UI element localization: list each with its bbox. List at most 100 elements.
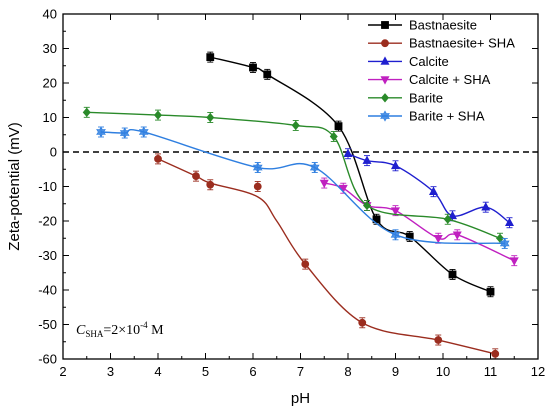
series-line — [100, 129, 505, 245]
y-tick-label: -50 — [38, 317, 57, 332]
legend-item: Calcite + SHA — [368, 72, 491, 87]
series-line — [324, 182, 515, 262]
data-point — [496, 233, 504, 243]
data-point — [319, 179, 329, 189]
x-tick-label: 11 — [484, 364, 498, 379]
legend-label: Bastnaesite+ SHA — [409, 36, 515, 51]
plot-frame — [62, 13, 539, 360]
y-tick-label: -30 — [38, 248, 57, 263]
x-tick-label: 8 — [344, 364, 351, 379]
data-point — [405, 232, 414, 241]
data-point — [363, 200, 371, 211]
series-1 — [154, 153, 500, 360]
series-2 — [343, 148, 515, 229]
data-point — [329, 131, 338, 142]
data-point — [499, 237, 510, 250]
y-tick-label: 30 — [43, 41, 57, 56]
x-tick-label: 5 — [202, 364, 209, 379]
y-tick-label: 40 — [43, 7, 57, 22]
data-point — [334, 122, 343, 131]
legend-label: Calcite — [409, 54, 449, 69]
y-tick-label: -20 — [38, 214, 57, 229]
data-point — [253, 182, 262, 191]
x-tick-label: 7 — [297, 364, 304, 379]
series-3 — [319, 177, 519, 267]
data-point — [291, 120, 300, 131]
x-tick-label: 9 — [392, 364, 399, 379]
y-tick-label: 0 — [50, 145, 57, 160]
annotation-unit: M — [148, 323, 165, 338]
legend-label: Barite — [409, 90, 443, 105]
x-tick-label: 6 — [249, 364, 256, 379]
legend-marker — [381, 39, 389, 48]
data-point — [390, 207, 401, 216]
data-point — [309, 161, 320, 174]
data-point — [206, 53, 215, 62]
series-line — [86, 111, 501, 239]
axes: 2 3 4 5 6 7 8 9 10 11 12 -60 -50 -40 -30 -20 -10 0 10 20 30 4… — [38, 7, 545, 380]
data-point — [252, 161, 263, 174]
data-point — [96, 126, 106, 138]
legend-item: Barite + SHA — [368, 109, 485, 124]
x-tick-label: 4 — [154, 364, 161, 379]
x-tick-label: 10 — [436, 364, 450, 379]
x-tick-label: 2 — [59, 364, 66, 379]
y-tick-label: 10 — [43, 110, 57, 125]
legend-item: Bastnaesite — [368, 18, 477, 33]
series-0 — [206, 51, 495, 298]
data-point — [119, 127, 130, 139]
data-point — [504, 217, 515, 227]
legend: Bastnaesite Bastnaesite+ SHA Calcite Calcit… — [368, 18, 515, 124]
data-point — [343, 148, 353, 158]
data-point — [491, 349, 500, 358]
data-point — [428, 186, 439, 195]
series-line — [210, 56, 491, 293]
data-point — [509, 257, 519, 266]
series-line — [157, 158, 496, 355]
y-axis-title: Zeta-potential (mV) — [6, 122, 23, 250]
data-point — [154, 154, 162, 163]
data-point — [452, 231, 462, 240]
data-point — [154, 110, 162, 120]
concentration-annotation: CSHA=2×10-4 M — [76, 320, 164, 339]
x-tick-label: 12 — [531, 364, 545, 379]
legend-marker — [380, 110, 390, 122]
data-point — [206, 180, 215, 189]
legend-marker — [381, 93, 389, 103]
legend-item: Bastnaesite+ SHA — [368, 36, 515, 51]
data-point — [481, 202, 491, 211]
data-point — [443, 214, 452, 224]
data-point — [249, 63, 257, 72]
series-4 — [82, 106, 504, 244]
x-axis-title: pH — [291, 390, 310, 407]
data-point — [362, 155, 372, 164]
data-point — [448, 270, 457, 279]
annotation-subscript: SHA — [85, 329, 104, 339]
data-point — [206, 112, 215, 123]
legend-item: Calcite — [368, 54, 449, 69]
legend-label: Calcite + SHA — [409, 72, 491, 87]
y-tick-label: 20 — [43, 76, 57, 91]
legend-marker — [380, 56, 390, 65]
data-point — [358, 318, 367, 327]
plot-area — [63, 51, 538, 360]
series-5 — [96, 126, 510, 250]
data-point — [301, 260, 310, 269]
data-point — [486, 287, 495, 296]
legend-label: Bastnaesite — [409, 18, 477, 33]
annotation-exponent: -4 — [140, 320, 148, 330]
annotation-equals: =2×10 — [103, 323, 140, 338]
y-tick-label: -40 — [38, 283, 57, 298]
data-point — [434, 336, 443, 344]
legend-item: Barite — [368, 90, 443, 105]
legend-label: Barite + SHA — [409, 109, 485, 124]
data-point — [447, 210, 458, 220]
x-tick-label: 3 — [107, 364, 114, 379]
data-point — [390, 160, 401, 170]
data-point — [138, 126, 149, 138]
y-tick-label: -10 — [38, 179, 57, 194]
data-point — [263, 70, 272, 79]
data-point — [192, 172, 200, 181]
legend-marker — [380, 76, 390, 85]
